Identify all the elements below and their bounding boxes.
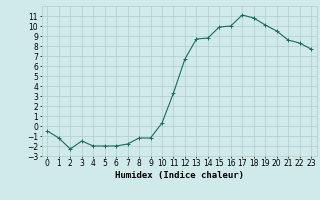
X-axis label: Humidex (Indice chaleur): Humidex (Indice chaleur)	[115, 171, 244, 180]
